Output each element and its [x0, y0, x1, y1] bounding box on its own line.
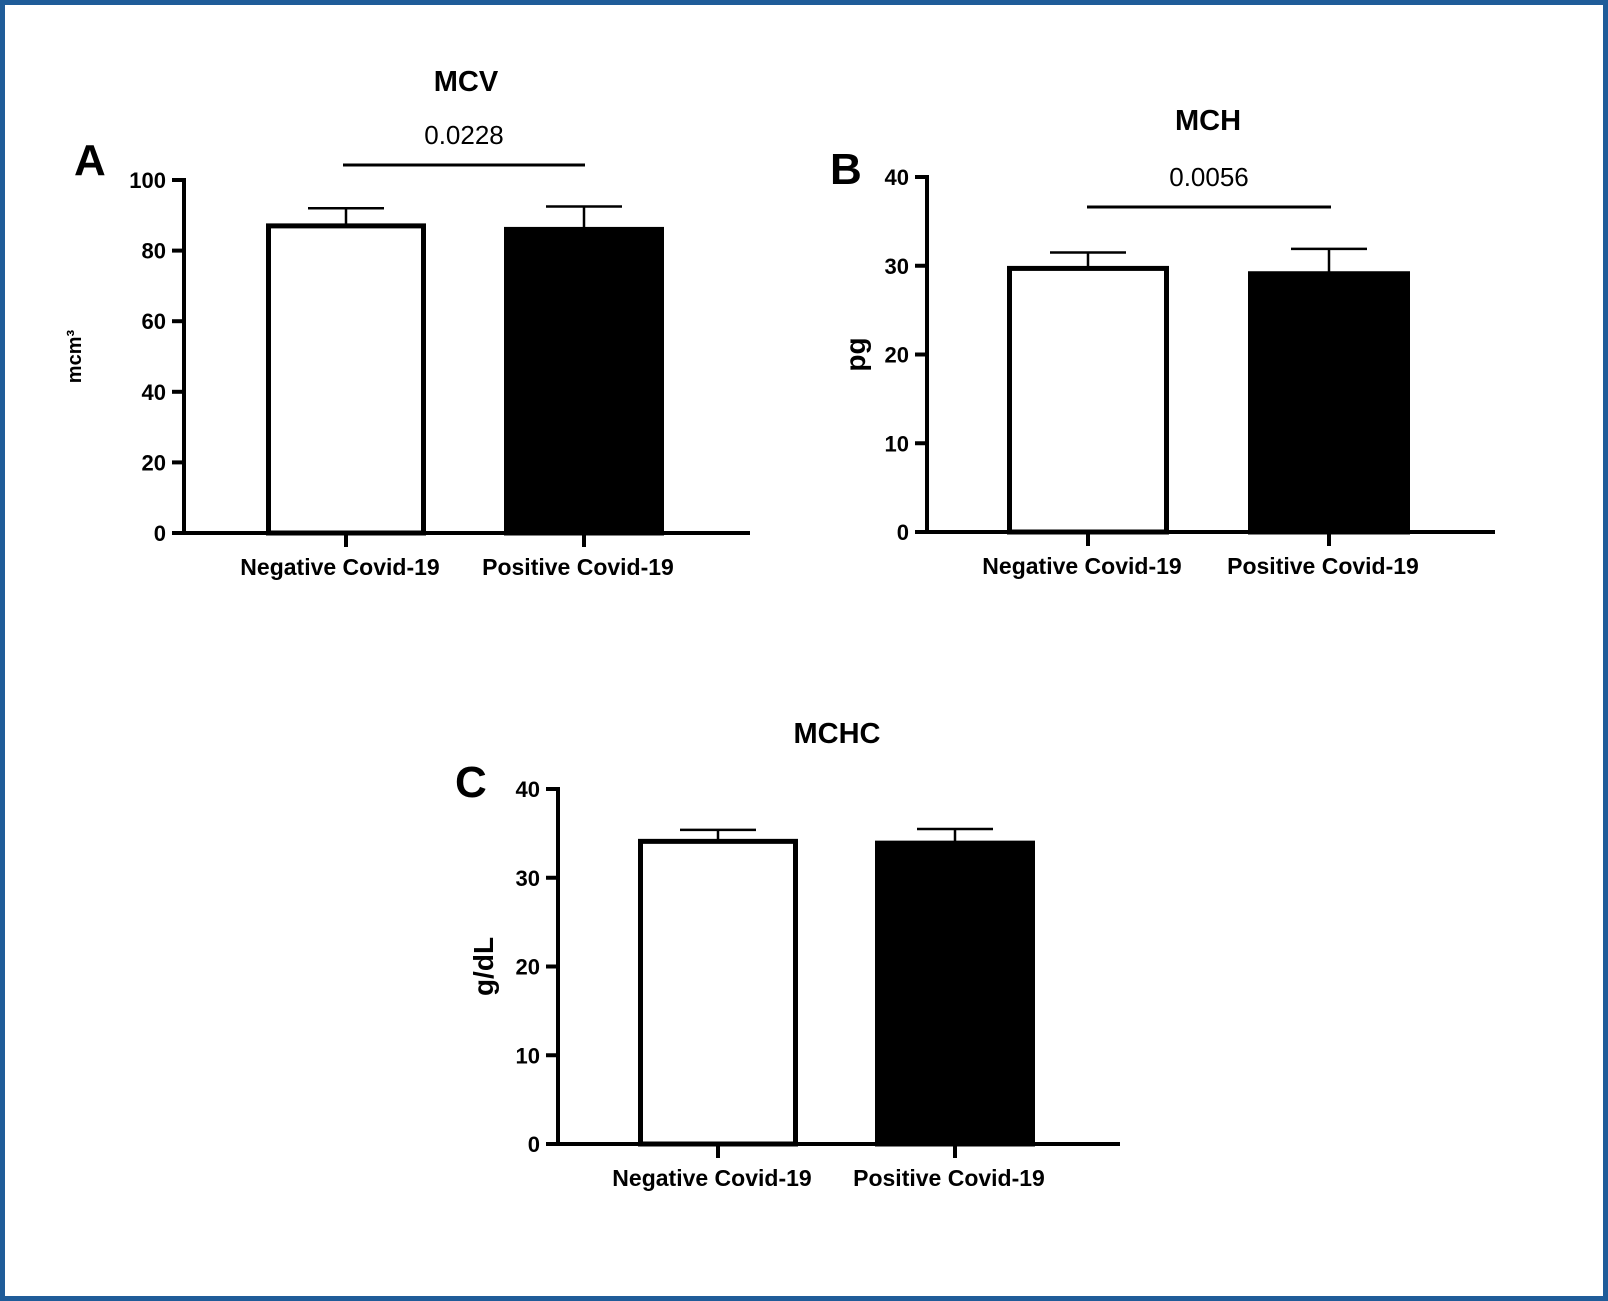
panel-b-p-value: 0.0056: [1169, 162, 1249, 192]
panel-c-category-label-1: Positive Covid-19: [853, 1165, 1045, 1191]
panel-c-bar-negative: [638, 838, 798, 1147]
panel-b-y-tick-label-0: 0: [897, 520, 909, 545]
panel-c-y-tick-label-10: 10: [516, 1043, 540, 1068]
panel-b-bar-positive: [1248, 271, 1410, 535]
panel-b-y-tick-label-40: 40: [885, 165, 909, 190]
panel-a-category-label-0: Negative Covid-19: [240, 554, 439, 580]
panel-b-y-tick-label-30: 30: [885, 254, 909, 279]
panel-b-category-label-0: Negative Covid-19: [982, 553, 1181, 579]
panel-a-y-tick-label-20: 20: [142, 450, 166, 475]
panel-a-bar-negative: [266, 223, 426, 536]
panel-c-y-tick-label-0: 0: [528, 1132, 540, 1157]
panel-c-y-tick-label-30: 30: [516, 866, 540, 891]
panel-a-letter: A: [74, 136, 106, 185]
panel-c-y-tick-label-40: 40: [516, 777, 540, 802]
panel-b-y-axis-label: pg: [840, 337, 871, 371]
panel-c-bar-positive: [875, 840, 1035, 1147]
panel-c-category-label-0: Negative Covid-19: [612, 1165, 811, 1191]
panel-c-title: MCHC: [794, 718, 881, 750]
panel-b-y-tick-label-20: 20: [885, 343, 909, 368]
panel-b-letter: B: [830, 145, 862, 194]
panel-b-title: MCH: [1175, 105, 1241, 137]
panel-a-y-tick-label-40: 40: [142, 380, 166, 405]
panel-a-y-axis-label: mcm³: [64, 329, 86, 383]
panel-c-y-axis-label: g/dL: [468, 937, 499, 996]
panel-c-y-tick-label-20: 20: [516, 955, 540, 980]
panel-a-y-tick-label-80: 80: [142, 239, 166, 264]
panel-b-bar-negative: [1007, 265, 1169, 535]
panel-a-category-label-1: Positive Covid-19: [482, 554, 674, 580]
panel-a-y-tick-label-0: 0: [154, 521, 166, 546]
panel-b-category-label-1: Positive Covid-19: [1227, 553, 1419, 579]
panel-a-y-tick-label-100: 100: [129, 168, 166, 193]
panel-a-title: MCV: [434, 66, 499, 98]
panel-a-y-tick-label-60: 60: [142, 309, 166, 334]
panel-a-bar-positive: [504, 226, 664, 536]
panel-a-p-value: 0.0228: [424, 120, 504, 150]
panel-c-letter: C: [455, 758, 487, 807]
panel-b-y-tick-label-10: 10: [885, 431, 909, 456]
